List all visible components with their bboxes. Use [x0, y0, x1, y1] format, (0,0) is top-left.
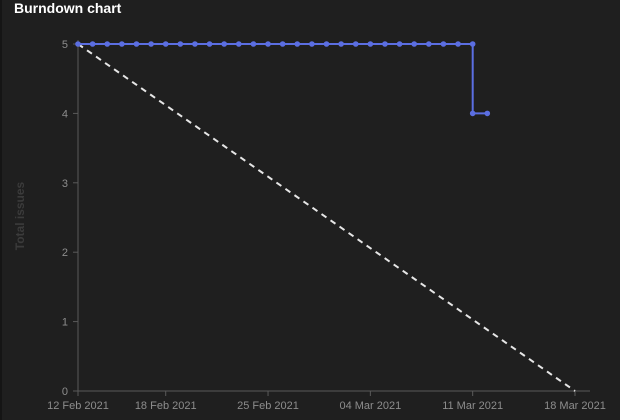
- y-tick-label: 0: [62, 386, 68, 398]
- data-point: [367, 41, 374, 47]
- x-tick-label: 04 Mar 2021: [339, 400, 401, 412]
- x-tick-label: 25 Feb 2021: [237, 400, 299, 412]
- data-point: [352, 41, 359, 47]
- data-point: [382, 41, 388, 47]
- data-point: [235, 41, 242, 47]
- x-tick-label: 11 Mar 2021: [442, 400, 503, 412]
- data-point: [133, 41, 140, 47]
- data-point: [279, 41, 286, 47]
- x-tick-label: 18 Mar 2021: [544, 400, 606, 412]
- data-point: [206, 41, 213, 47]
- data-point: [426, 41, 432, 47]
- data-point: [89, 41, 96, 47]
- data-point: [265, 41, 271, 47]
- data-point: [104, 41, 111, 47]
- chart-axes: 0 1 2 3 4 5 12 Feb 2021 18 Feb 2021 25 Feb 2021 0…: [47, 39, 606, 412]
- data-point: [221, 41, 227, 47]
- y-axis-label: Total issues: [13, 181, 27, 250]
- data-point: [119, 41, 125, 47]
- data-point: [484, 110, 491, 117]
- data-point: [469, 41, 476, 47]
- data-point: [192, 41, 198, 47]
- data-point: [162, 41, 169, 47]
- chart-title: Burndown chart: [14, 0, 122, 16]
- data-point: [455, 41, 461, 47]
- x-tick-label: 18 Feb 2021: [135, 400, 197, 412]
- data-point: [469, 110, 476, 117]
- chart-series: [75, 41, 576, 392]
- ideal-burndown-line: [77, 43, 576, 392]
- actual-burndown-line: [78, 43, 488, 115]
- data-point: [323, 41, 330, 47]
- data-point: [338, 41, 344, 47]
- y-tick-label: 2: [62, 247, 68, 259]
- data-point: [75, 41, 81, 47]
- x-tick-label: 12 Feb 2021: [47, 400, 109, 412]
- data-point: [148, 41, 154, 47]
- y-tick-label: 1: [62, 317, 68, 329]
- y-tick-label: 5: [62, 39, 68, 51]
- data-point: [411, 41, 418, 47]
- data-point: [250, 41, 257, 47]
- data-point: [294, 41, 301, 47]
- y-tick-label: 4: [62, 108, 68, 120]
- data-point: [396, 41, 403, 47]
- y-tick-label: 3: [62, 178, 68, 190]
- left-gutter: [0, 0, 2, 420]
- data-point: [177, 41, 184, 47]
- data-point: [440, 41, 447, 47]
- data-point: [309, 41, 315, 47]
